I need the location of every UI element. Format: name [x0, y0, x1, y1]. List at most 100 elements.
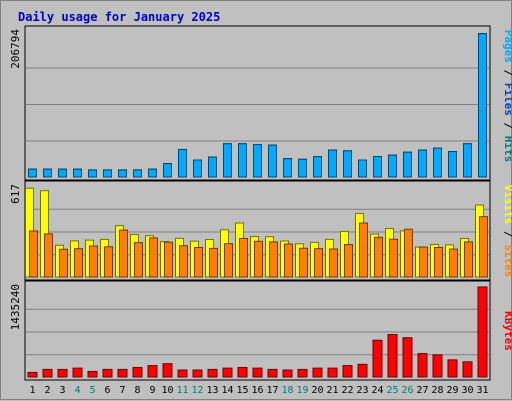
- bar-sites-day-27: [419, 246, 428, 278]
- bar-pages-day-20: [313, 156, 322, 178]
- bar-pages-day-4: [73, 168, 82, 178]
- bar-kbytes-day-7: [117, 368, 128, 378]
- legend-hits-files-pages: Pages / Files / Hits: [502, 30, 512, 163]
- bar-pages-day-26: [403, 151, 412, 178]
- bar-sites-day-19: [299, 247, 308, 278]
- bar-kbytes-day-10: [162, 363, 173, 378]
- x-tick-label-day-18: 18: [281, 385, 293, 396]
- bar-pages-day-9: [148, 168, 157, 178]
- bar-kbytes-day-18: [282, 369, 293, 378]
- bar-pages-day-3: [58, 168, 67, 178]
- legend-item-sites: Sites: [502, 244, 512, 277]
- legend-kbytes: KBytes: [502, 311, 512, 351]
- panel-hits-files-pages: 206794: [9, 25, 491, 181]
- bar-sites-day-9: [149, 237, 158, 278]
- bar-sites-day-6: [104, 246, 113, 278]
- panel-visits-sites: 617: [9, 180, 491, 281]
- bar-kbytes-day-24: [372, 339, 383, 378]
- bar-sites-day-1: [29, 230, 38, 278]
- bar-sites-day-3: [59, 248, 68, 278]
- bar-kbytes-day-4: [72, 367, 83, 378]
- legend-separator: /: [502, 63, 512, 83]
- bar-pages-day-19: [298, 158, 307, 178]
- legend-item-kbytes: KBytes: [502, 311, 512, 351]
- bar-kbytes-day-19: [297, 368, 308, 378]
- x-tick-label-day-14: 14: [221, 385, 233, 396]
- x-tick-label-day-30: 30: [461, 385, 473, 396]
- x-tick-label-day-2: 2: [44, 385, 50, 396]
- x-tick-label-day-29: 29: [446, 385, 458, 396]
- bar-sites-day-25: [389, 238, 398, 278]
- bar-kbytes-day-30: [462, 361, 473, 378]
- bar-kbytes-day-14: [222, 367, 233, 378]
- bar-pages-day-27: [418, 149, 427, 178]
- bar-sites-day-2: [44, 233, 53, 278]
- bar-sites-day-23: [359, 222, 368, 278]
- x-tick-label-day-1: 1: [29, 385, 35, 396]
- bar-pages-day-30: [463, 143, 472, 178]
- x-tick-label-day-7: 7: [119, 385, 125, 396]
- x-tick-label-day-27: 27: [416, 385, 428, 396]
- bar-sites-day-21: [329, 248, 338, 278]
- bar-kbytes-day-6: [102, 368, 113, 378]
- bar-sites-day-12: [194, 247, 203, 278]
- x-tick-label-day-24: 24: [371, 385, 383, 396]
- x-tick-label-day-31: 31: [476, 385, 488, 396]
- max-label-kbytes: 1435240: [9, 284, 22, 330]
- bar-sites-day-26: [404, 228, 413, 278]
- bar-pages-day-28: [433, 147, 442, 178]
- x-tick-label-day-22: 22: [341, 385, 353, 396]
- legend-item-files: Files: [502, 83, 512, 116]
- bar-sites-day-8: [134, 242, 143, 278]
- bar-sites-day-15: [239, 238, 248, 278]
- bar-pages-day-15: [238, 143, 247, 178]
- bar-kbytes-day-1: [27, 371, 38, 378]
- panel-kbytes: 1435240: [9, 280, 491, 381]
- x-tick-label-day-19: 19: [296, 385, 308, 396]
- bar-kbytes-day-23: [357, 363, 368, 378]
- bar-pages-day-5: [88, 169, 97, 178]
- x-tick-label-day-25: 25: [386, 385, 398, 396]
- bar-pages-day-1: [28, 168, 37, 178]
- bar-pages-day-24: [373, 156, 382, 178]
- bar-pages-day-25: [388, 154, 397, 178]
- x-tick-label-day-15: 15: [236, 385, 248, 396]
- max-label-hits-files-pages: 206794: [9, 29, 22, 69]
- bar-kbytes-day-29: [447, 359, 458, 378]
- bar-pages-day-18: [283, 158, 292, 178]
- bar-pages-day-17: [268, 144, 277, 178]
- bar-pages-day-21: [328, 149, 337, 178]
- legend-item-hits: Hits: [502, 136, 512, 163]
- bar-kbytes-day-11: [177, 369, 188, 378]
- x-tick-label-day-12: 12: [191, 385, 203, 396]
- bar-sites-day-4: [74, 248, 83, 278]
- bar-kbytes-day-25: [387, 334, 398, 378]
- x-tick-label-day-4: 4: [74, 385, 80, 396]
- bar-kbytes-day-17: [267, 368, 278, 378]
- bar-kbytes-day-9: [147, 365, 158, 378]
- bar-pages-day-29: [448, 151, 457, 178]
- legend-item-visits: Visits: [502, 185, 512, 225]
- x-tick-label-day-23: 23: [356, 385, 368, 396]
- legend-visits-sites: Visits / Sites: [502, 185, 512, 278]
- bar-kbytes-day-28: [432, 354, 443, 378]
- bar-pages-day-10: [163, 163, 172, 178]
- bar-pages-day-14: [223, 143, 232, 178]
- bar-kbytes-day-15: [237, 366, 248, 378]
- bar-kbytes-day-22: [342, 365, 353, 378]
- bar-sites-day-22: [344, 244, 353, 278]
- legend-separator: /: [502, 224, 512, 244]
- x-tick-label-day-6: 6: [104, 385, 110, 396]
- x-tick-label-day-3: 3: [59, 385, 65, 396]
- bar-sites-day-30: [464, 241, 473, 278]
- x-tick-label-day-13: 13: [206, 385, 218, 396]
- bar-sites-day-17: [269, 241, 278, 278]
- x-tick-label-day-11: 11: [176, 385, 188, 396]
- legend-separator: /: [502, 116, 512, 136]
- bar-pages-day-8: [133, 169, 142, 178]
- bar-sites-day-20: [314, 248, 323, 278]
- bar-pages-day-31: [478, 33, 487, 178]
- bar-sites-day-18: [284, 243, 293, 278]
- x-tick-label-day-5: 5: [89, 385, 95, 396]
